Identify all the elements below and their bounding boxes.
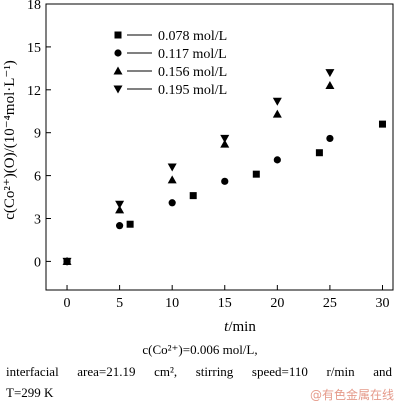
y-tick-label: 3 [34, 213, 41, 228]
plot-frame [45, 3, 394, 291]
triangle-down-data-point [325, 69, 335, 78]
circle-data-point [221, 177, 229, 185]
x-axis-label: t/min [224, 319, 256, 335]
triangle-down-data-point [167, 163, 177, 172]
square-data-point [126, 220, 134, 228]
y-tick-label: 9 [34, 127, 41, 142]
caption-line-2: interfacial area=21.19 cm², stirring spe… [6, 364, 392, 379]
triangle-down-data-point [272, 97, 282, 106]
data-points [62, 69, 386, 266]
x-axis-label-italic: t [224, 319, 229, 335]
circle-data-point [273, 156, 281, 164]
y-tick-label: 6 [34, 170, 41, 185]
triangle-down-data-point [62, 257, 72, 266]
square-data-point [189, 192, 197, 200]
legend-label: 0.117 mol/L [158, 47, 227, 62]
circle-legend-marker [114, 49, 122, 57]
x-tick-label: 10 [165, 296, 179, 311]
square-data-point [252, 170, 260, 178]
y-tick-label: 15 [27, 41, 41, 56]
square-data-point [378, 120, 386, 128]
legend-label: 0.078 mol/L [158, 29, 227, 44]
y-axis-label: c(Co²⁺)(O)/(10⁻⁴mol·L⁻¹) [2, 60, 18, 220]
scatter-chart: 0 5 10 15 20 25 30 0 3 6 9 12 15 18 0.078 mol/L 0.117 … [2, 0, 394, 335]
x-tick-label: 25 [323, 296, 337, 311]
circle-data-point [116, 222, 124, 230]
triangle-down-legend-marker [113, 85, 123, 94]
x-tick-label: 15 [218, 296, 232, 311]
legend-label: 0.156 mol/L [158, 65, 227, 80]
triangle-up-data-point [325, 81, 335, 90]
x-tick-label: 20 [270, 296, 284, 311]
x-tick-label: 5 [116, 296, 123, 311]
triangle-down-data-point [220, 134, 230, 143]
square-legend-marker [114, 31, 122, 39]
x-tick-label: 0 [64, 296, 71, 311]
x-axis-label-text: /min [228, 319, 256, 335]
triangle-up-data-point [167, 175, 177, 184]
y-tick-label: 0 [34, 255, 41, 270]
y-tick-label: 12 [27, 84, 41, 99]
triangle-up-data-point [272, 109, 282, 118]
circle-data-point [168, 199, 176, 207]
legend-label: 0.195 mol/L [158, 83, 227, 98]
circle-data-point [326, 134, 334, 143]
triangle-up-legend-marker [113, 66, 123, 75]
triangle-up-data-point [220, 139, 230, 148]
caption-line-3: T=299 K [6, 385, 54, 400]
triangle-down-data-point [115, 200, 125, 209]
caption-line-1: c(Co²⁺)=0.006 mol/L, [142, 342, 258, 357]
watermark: @有色金属在线 [309, 388, 394, 402]
triangle-up-data-point [115, 205, 125, 214]
y-tick-label: 18 [27, 0, 41, 13]
x-tick-label: 30 [375, 296, 389, 311]
square-data-point [315, 149, 323, 157]
legend: 0.078 mol/L 0.117 mol/L 0.156 mol/L 0.195 m… [113, 29, 227, 98]
axis-ticks: 0 5 10 15 20 25 30 0 3 6 9 12 15 18 [27, 0, 389, 311]
